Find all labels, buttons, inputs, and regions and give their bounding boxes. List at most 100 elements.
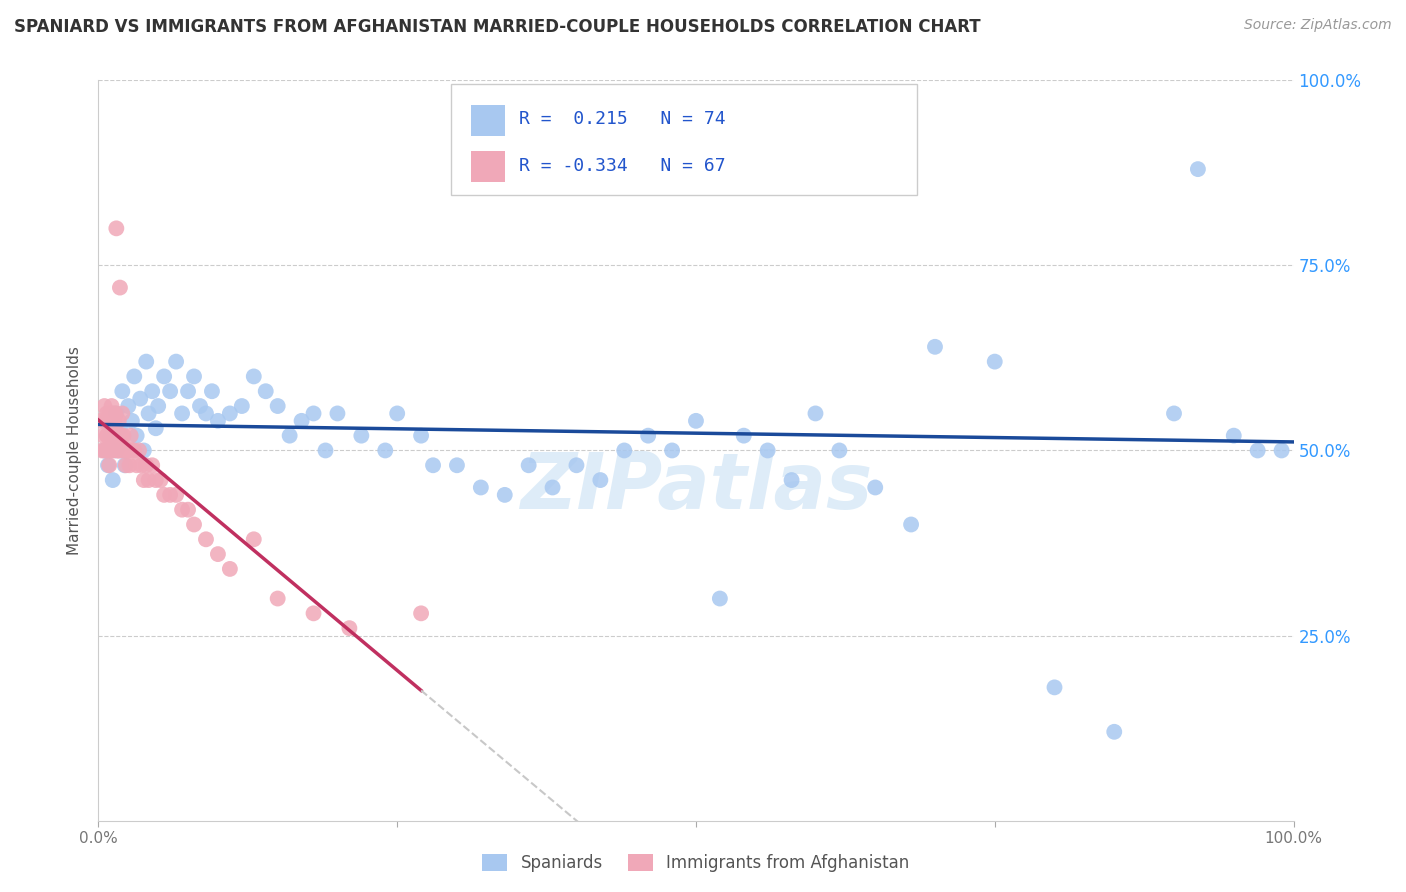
Y-axis label: Married-couple Households: Married-couple Households — [67, 346, 83, 555]
Point — [165, 354, 187, 368]
Point — [103, 443, 125, 458]
Point — [243, 533, 266, 547]
Point — [177, 502, 200, 516]
Point — [121, 443, 143, 458]
Point — [302, 607, 325, 621]
Point — [114, 443, 136, 458]
Point — [219, 562, 242, 576]
Point — [494, 488, 516, 502]
Point — [172, 502, 194, 516]
Point — [107, 443, 129, 458]
Point — [541, 480, 564, 494]
Point — [91, 443, 114, 458]
Point — [135, 458, 157, 473]
Point — [101, 473, 124, 487]
Point — [108, 443, 131, 458]
Point — [446, 458, 468, 473]
Point — [924, 340, 946, 354]
Point — [124, 369, 146, 384]
Point — [1187, 162, 1209, 177]
Point — [108, 421, 131, 435]
Point — [112, 428, 135, 442]
Point — [589, 473, 612, 487]
Point — [315, 443, 337, 458]
Point — [172, 407, 194, 421]
Point — [105, 407, 128, 421]
Text: SPANIARD VS IMMIGRANTS FROM AFGHANISTAN MARRIED-COUPLE HOUSEHOLDS CORRELATION CH: SPANIARD VS IMMIGRANTS FROM AFGHANISTAN … — [14, 18, 981, 36]
Point — [756, 443, 779, 458]
Point — [149, 473, 172, 487]
Point — [117, 443, 139, 458]
Point — [145, 473, 167, 487]
Point — [98, 428, 122, 442]
Point — [125, 428, 148, 442]
Point — [195, 407, 218, 421]
Point — [565, 458, 588, 473]
Point — [1223, 428, 1246, 442]
Point — [107, 443, 129, 458]
Point — [104, 428, 127, 442]
Point — [267, 399, 290, 413]
Point — [984, 354, 1007, 368]
Point — [470, 480, 492, 494]
Point — [100, 399, 122, 413]
Point — [97, 458, 120, 473]
Point — [94, 443, 117, 458]
Point — [107, 428, 129, 442]
Point — [339, 621, 361, 635]
Point — [138, 407, 160, 421]
Point — [291, 414, 314, 428]
Point — [90, 414, 112, 428]
Point — [661, 443, 683, 458]
Point — [129, 392, 152, 406]
Point — [159, 384, 181, 399]
Point — [243, 369, 266, 384]
Legend: Spaniards, Immigrants from Afghanistan: Spaniards, Immigrants from Afghanistan — [475, 847, 917, 879]
Point — [97, 443, 120, 458]
Point — [780, 473, 803, 487]
Point — [302, 407, 325, 421]
Point — [153, 369, 176, 384]
Point — [105, 221, 128, 235]
Point — [91, 428, 114, 442]
Point — [900, 517, 922, 532]
Point — [183, 517, 205, 532]
Point — [1282, 58, 1305, 72]
Point — [111, 443, 134, 458]
Point — [131, 458, 153, 473]
Point — [110, 428, 132, 442]
Point — [411, 428, 433, 442]
Point — [177, 384, 200, 399]
Point — [278, 428, 301, 442]
Point — [828, 443, 851, 458]
Point — [422, 458, 444, 473]
Point — [267, 591, 290, 606]
Text: ZIPatlas: ZIPatlas — [520, 450, 872, 525]
Point — [121, 414, 143, 428]
FancyBboxPatch shape — [471, 152, 505, 183]
Point — [100, 443, 122, 458]
Point — [1163, 407, 1185, 421]
Point — [804, 407, 827, 421]
FancyBboxPatch shape — [471, 104, 505, 136]
Point — [96, 407, 118, 421]
Point — [125, 458, 148, 473]
FancyBboxPatch shape — [451, 84, 917, 195]
Point — [411, 607, 433, 621]
Point — [1247, 443, 1270, 458]
Point — [124, 443, 146, 458]
Point — [98, 428, 122, 442]
Point — [98, 458, 121, 473]
Point — [207, 414, 229, 428]
Point — [145, 421, 167, 435]
Point — [201, 384, 224, 399]
Point — [107, 414, 129, 428]
Point — [132, 443, 155, 458]
Point — [135, 354, 157, 368]
Point — [613, 443, 636, 458]
Point — [98, 407, 122, 421]
Point — [148, 399, 170, 413]
Point — [188, 399, 211, 413]
Point — [153, 488, 176, 502]
Point — [108, 280, 131, 294]
